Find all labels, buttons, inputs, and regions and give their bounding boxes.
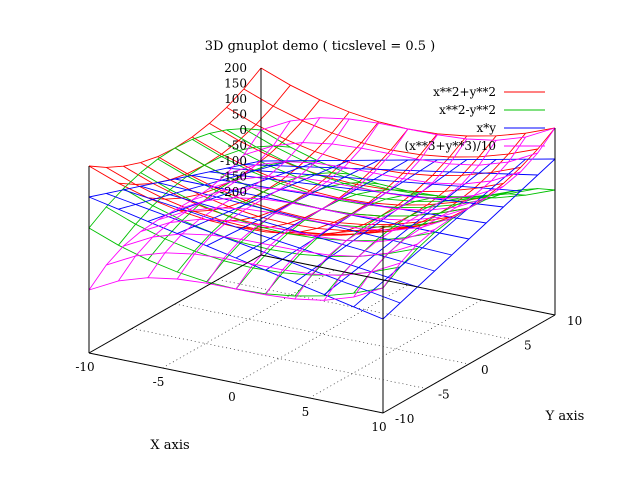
base-edge-left [88,254,262,354]
surface-0-line-y [226,107,521,176]
surface-2-line-y [226,167,521,192]
legend-label-3: (x**3+y**3)/10 [404,139,496,153]
surface-2-line-y [209,171,504,208]
x-axis-label: X axis [150,438,189,453]
grid-line-y [174,303,470,365]
z-tick-label: -50 [228,139,247,153]
z-tick-label: 0 [239,123,247,137]
surface-3 [88,117,556,301]
x-tick-label: 5 [302,405,310,419]
surface-2-line-x [382,158,556,320]
z-tick-label: 50 [232,108,247,122]
y-tick-label: 0 [481,363,489,377]
surface-1-line-x [294,196,467,297]
surface-0-line-y [243,88,538,158]
surface-2-line-y [260,158,556,162]
legend-label-0: x**2+y**2 [433,85,496,99]
z-tick-label: 150 [224,77,247,91]
grid-line-y [131,328,427,389]
base-edge-front [88,352,384,414]
surface-3-line-y [192,187,487,211]
surface-3-line-x [382,127,556,289]
surface-3-line-y [260,117,556,141]
base-grid [88,254,556,414]
plot-border [88,68,556,414]
z-tick-label: 100 [224,92,247,106]
surface-3-line-y [174,197,470,221]
surface-3-line-y [226,161,521,185]
surface-3-line-y [209,175,504,200]
surface-3-line-x [353,136,526,298]
surface-1-line-y [191,139,487,208]
y-tick-label: -5 [438,388,450,402]
base-edge-back [260,254,556,316]
surface-1-line-x [265,193,438,295]
base-edge-right [382,314,556,414]
legend: x**2+y**2 x**2-y**2 x*y (x**3+y**3)/10 [404,85,545,153]
y-tick-label: 10 [567,314,582,328]
y-tick-label: -10 [395,412,414,426]
surface-2-line-y [243,164,538,176]
surface-2 [88,158,556,320]
tick-label-group: -10-50510-10-50510-200-150-100-500501001… [75,61,582,434]
grid-line-x [162,269,335,369]
x-tick-label: 0 [228,390,236,404]
z-tick-label: -200 [220,185,247,199]
grid-line-x [235,284,409,384]
surface-2-line-x [323,159,497,295]
surface-1-line-y [260,129,556,199]
x-tick-label: 10 [371,420,386,434]
surface-1-line-y [209,133,504,202]
y-axis-label: Y axis [545,409,585,424]
x-tick-label: -10 [75,360,94,374]
grid-line-x [309,299,482,399]
z-tick-label: -100 [220,154,247,168]
y-tick-label: 5 [524,339,532,353]
surface-3-line-y [243,142,538,166]
surface-3-line-x [323,140,497,301]
surface-series-group [88,67,556,320]
surface-0-line-y [260,67,556,137]
z-tick-label: -150 [220,170,247,184]
legend-label-2: x*y [476,121,496,135]
chart-title: 3D gnuplot demo ( ticslevel = 0.5 ) [205,39,435,54]
surface-3-line-x [294,138,468,300]
z-tick-label: 200 [224,61,247,75]
x-tick-label: -5 [153,375,165,389]
legend-label-1: x**2-y**2 [439,103,496,117]
surface-2-line-x [353,158,526,308]
surface-3-line-x [265,134,438,296]
